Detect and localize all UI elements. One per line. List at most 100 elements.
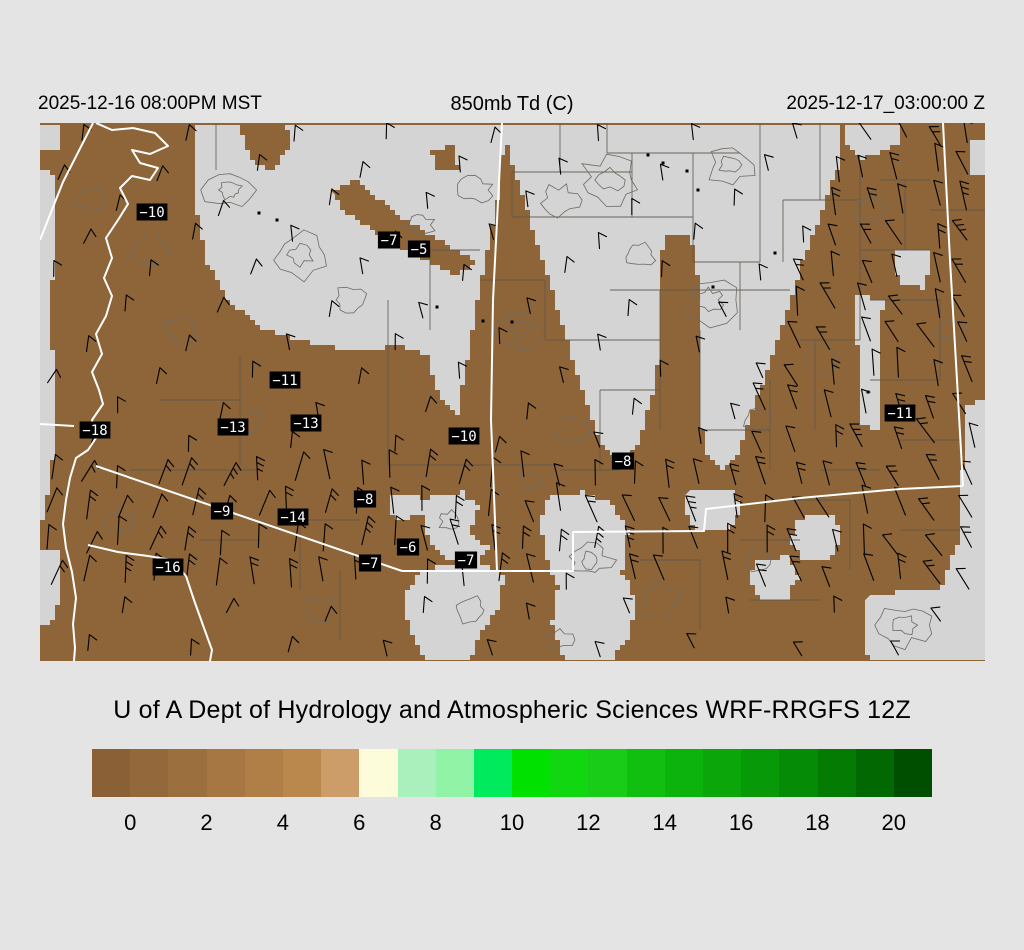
value-label-text: −16 (155, 560, 180, 576)
colorbar-cell (130, 749, 169, 797)
wind-barb (425, 448, 439, 478)
wind-barb (751, 430, 762, 453)
city-dot-layer (257, 153, 870, 394)
wind-barb (124, 554, 135, 583)
wind-barb (859, 223, 872, 244)
wind-barb (289, 558, 299, 588)
wind-barb (891, 253, 902, 277)
gray-region (790, 515, 840, 560)
colorbar-cell (244, 749, 283, 797)
colorbar-cell (512, 749, 551, 797)
value-label-box (454, 551, 478, 569)
wind-barb (766, 524, 776, 553)
wind-barb (525, 602, 536, 620)
colorbar (92, 749, 933, 797)
wind-barb (937, 223, 947, 249)
terrain-contour (874, 608, 933, 651)
wind-barb (787, 320, 801, 349)
wind-barb (117, 494, 134, 519)
wind-barb (258, 489, 276, 516)
wind-barb (285, 333, 296, 351)
wind-barb (786, 528, 798, 552)
wind-barb (830, 250, 840, 277)
wind-barb (86, 531, 103, 554)
wind-barb (861, 484, 872, 514)
terrain-contour (642, 580, 683, 619)
wind-barb (525, 190, 535, 208)
wind-barb (792, 258, 804, 281)
wind-barb (158, 459, 175, 485)
terrain-contour (555, 414, 592, 446)
wind-barb (659, 359, 669, 377)
wind-barb (821, 566, 832, 588)
terrain-contour (853, 192, 890, 222)
value-label: −7 (377, 231, 401, 249)
value-label-text: −11 (272, 373, 297, 389)
wind-barb (217, 199, 231, 217)
wind-barb (860, 388, 871, 414)
colorbar-cell (206, 749, 245, 797)
wind-barb (916, 322, 935, 348)
wind-barb (933, 252, 943, 283)
value-label: −13 (217, 418, 249, 436)
wind-barb (87, 634, 98, 652)
wind-barb (889, 152, 900, 180)
value-label-text: −13 (220, 420, 245, 436)
wind-barb (425, 395, 438, 413)
wind-barb (730, 402, 740, 420)
wind-barb (83, 554, 97, 582)
wind-barb (959, 526, 972, 548)
value-label-box (353, 490, 377, 508)
wind-barb (718, 301, 729, 317)
wind-barb (695, 335, 706, 353)
wind-barb (86, 489, 99, 520)
city-dot (510, 320, 514, 324)
wind-barb (968, 422, 979, 448)
terrain-contour (625, 241, 657, 266)
wind-barb (925, 453, 940, 480)
wind-barb (558, 528, 570, 552)
wind-barb (884, 320, 899, 343)
wind-barb (524, 500, 535, 523)
wind-barb (621, 494, 635, 521)
state-border (402, 485, 964, 572)
value-label-text: −8 (357, 492, 374, 508)
value-label: −9 (210, 502, 234, 520)
state-border (39, 122, 94, 241)
wind-barb (181, 457, 199, 486)
gray-region (685, 490, 740, 530)
wind-barb (521, 525, 532, 549)
value-label-box (884, 404, 916, 422)
wind-barb (862, 523, 872, 555)
wind-barb (685, 495, 697, 522)
wind-barb (791, 122, 802, 139)
wind-barb (686, 633, 697, 649)
value-label-text: −11 (887, 406, 912, 422)
value-label: −8 (353, 490, 377, 508)
wind-barb (792, 641, 803, 657)
wind-barb (324, 488, 339, 513)
colorbar-tick: 12 (576, 810, 601, 835)
value-label-text: −5 (411, 242, 428, 258)
value-label-box (396, 538, 420, 556)
credit-line: U of A Dept of Hydrology and Atmospheric… (113, 696, 911, 724)
wind-barb (789, 555, 802, 582)
wind-barb (835, 424, 845, 448)
wind-barb (185, 334, 197, 352)
gray-region (40, 170, 55, 520)
wind-barb (322, 523, 334, 552)
wind-barb (53, 259, 63, 278)
wind-barb (290, 430, 301, 448)
wind-barb (185, 553, 198, 580)
wind-barb (116, 465, 126, 489)
wind-barb (525, 553, 536, 583)
wind-barb (866, 187, 877, 209)
value-label: −10 (448, 427, 480, 445)
colorbar-cell (855, 749, 894, 797)
brown-patch (330, 180, 475, 275)
wind-barb (832, 528, 842, 552)
wind-barb (758, 263, 768, 281)
terrain-contour (718, 155, 743, 173)
wind-barb (116, 396, 126, 414)
wind-barb (558, 157, 568, 175)
